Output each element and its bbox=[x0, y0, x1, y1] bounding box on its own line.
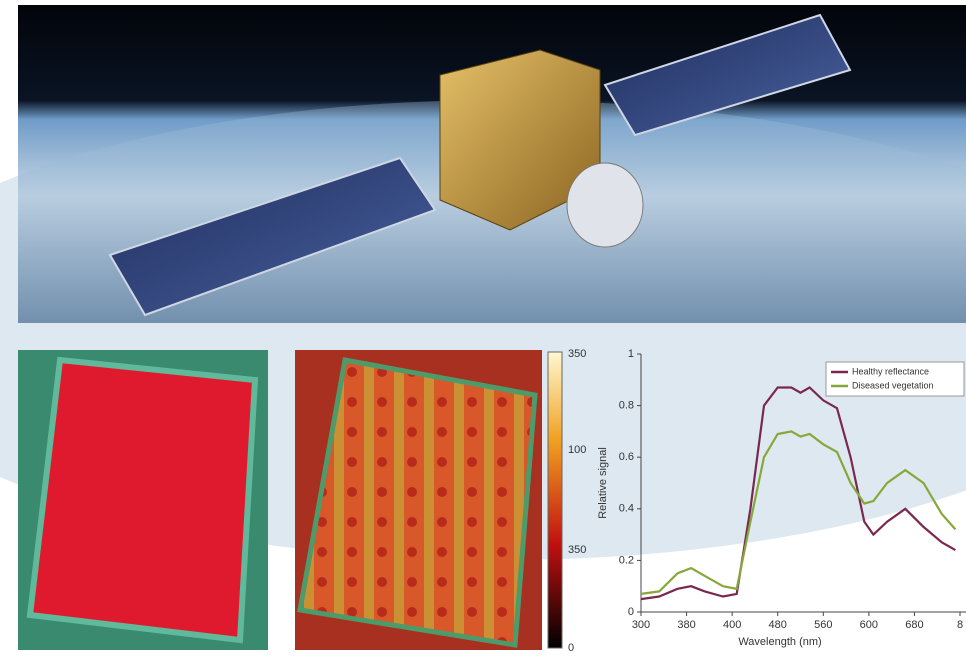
y-tick-label: 1 bbox=[628, 348, 634, 360]
series-line bbox=[640, 430, 957, 595]
x-tick-label: 680 bbox=[905, 619, 923, 631]
y-tick-label: 0.4 bbox=[619, 503, 634, 515]
colorbar-tick: 350 bbox=[568, 544, 586, 556]
x-tick-label: 380 bbox=[677, 619, 695, 631]
x-tick-label: 600 bbox=[860, 619, 878, 631]
series-line bbox=[640, 386, 956, 601]
field bbox=[297, 357, 538, 648]
colorbar-tick: 100 bbox=[568, 444, 586, 456]
colorbar bbox=[547, 351, 563, 649]
x-tick-label: 400 bbox=[723, 619, 741, 631]
x-tick-label: 300 bbox=[632, 619, 650, 631]
chart: Wavelength (nm) Relative signal 0 0.2 0.4 0… bbox=[597, 348, 966, 648]
legend-label: Diseased vegetation bbox=[852, 380, 934, 390]
x-tick-label: 8 bbox=[957, 619, 963, 631]
solar-panel bbox=[108, 156, 437, 317]
y-tick-label: 0.8 bbox=[619, 400, 634, 412]
legend-box bbox=[825, 361, 965, 397]
x-axis-label: Wavelength (nm) bbox=[738, 636, 821, 648]
dish bbox=[566, 162, 644, 248]
solar-panel bbox=[603, 13, 852, 137]
y-tick-label: 0 bbox=[628, 606, 634, 618]
y-axis-label: Relative signal bbox=[597, 447, 609, 519]
colorbar-tick: 350 bbox=[568, 348, 586, 360]
field bbox=[26, 356, 259, 644]
y-tick-label: 0.2 bbox=[619, 554, 634, 566]
y-tick-label: 0.6 bbox=[619, 451, 634, 463]
x-tick-label: 560 bbox=[814, 619, 832, 631]
x-tick-label: 480 bbox=[769, 619, 787, 631]
legend-label: Healthy reflectance bbox=[852, 366, 929, 376]
colorbar-tick: 0 bbox=[568, 642, 574, 654]
